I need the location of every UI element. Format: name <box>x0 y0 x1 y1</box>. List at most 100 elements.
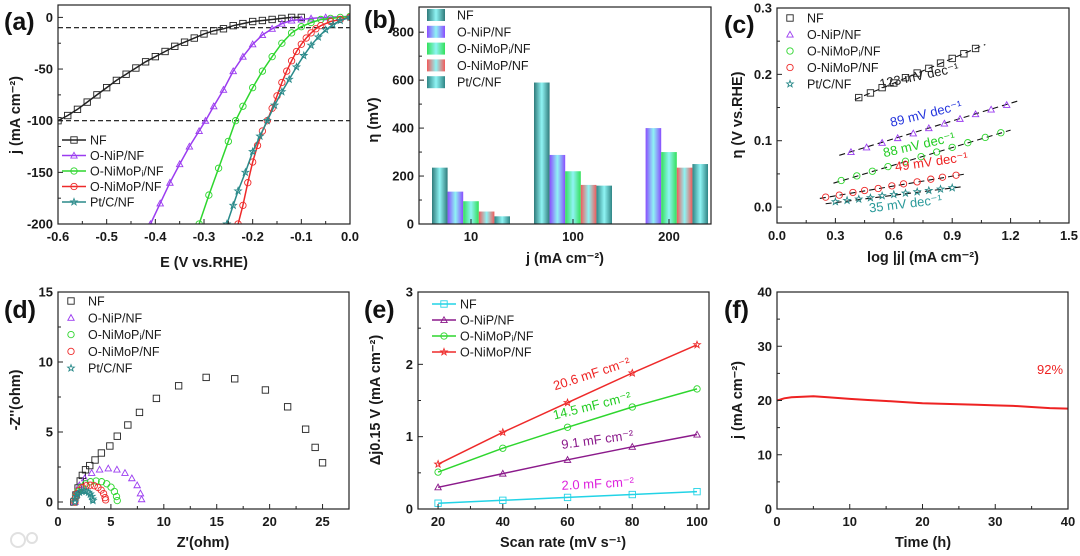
plot-frame <box>776 7 1070 224</box>
triangle-marker <box>133 481 142 489</box>
x-axis: 0.0 0.3 0.6 0.9 1.2 1.5 <box>768 218 1078 243</box>
circle-marker <box>563 423 572 431</box>
plot-area <box>58 12 350 224</box>
star-marker <box>69 197 79 206</box>
panel-a: -0.6 -0.5 -0.4 -0.3 -0.2 -0.1 0.0-200-150-100-… <box>4 4 359 271</box>
square-marker <box>261 386 270 394</box>
legend-label: O-NiMoP/NF <box>460 346 532 360</box>
triangle-marker <box>1002 100 1011 108</box>
legend-label: O-NiMoP/NF <box>90 180 162 194</box>
series-line <box>438 490 698 504</box>
watermark-logo <box>10 532 38 548</box>
triangle-marker <box>434 483 443 491</box>
star-marker <box>71 491 81 501</box>
plot-area <box>432 82 708 224</box>
annotations: 2.0 mF cm⁻²9.1 mF cm⁻²14.5 mF cm⁻²20.6 m… <box>551 354 635 493</box>
circle-marker <box>231 117 240 125</box>
x-tick-label: 5 <box>107 514 114 529</box>
circle-marker <box>110 487 119 496</box>
square-marker <box>311 443 319 452</box>
circle-marker <box>938 173 947 181</box>
capacitance-annotation: 2.0 mF cm⁻² <box>561 474 635 493</box>
plot-frame <box>776 291 1069 510</box>
circle-marker <box>90 482 98 490</box>
star-marker <box>284 74 294 84</box>
circle-marker <box>258 67 267 75</box>
circle-marker <box>79 483 87 492</box>
circle-marker <box>997 129 1005 137</box>
plot-frame <box>57 4 351 225</box>
legend-label: Pt/C/NF <box>88 362 133 376</box>
panel-c: 0.0 0.3 0.6 0.9 1.2 1.5 0.0 0.1 0.2 0.3 123 mV dec… <box>724 1 1078 267</box>
y-axis-title: η (mV) <box>366 97 382 142</box>
star-marker <box>277 87 287 96</box>
square-marker <box>112 76 121 85</box>
star-marker <box>262 115 272 125</box>
star-marker <box>222 219 232 224</box>
series-o-nimop-nf <box>434 385 701 476</box>
circle-marker <box>964 139 972 147</box>
circle-marker <box>195 220 203 224</box>
circle-marker <box>70 167 78 175</box>
plot-frame <box>57 291 350 510</box>
triangle-marker <box>307 14 316 22</box>
circle-marker <box>899 180 908 188</box>
x-tick-label: -0.6 <box>47 229 69 244</box>
circle-marker <box>952 171 960 179</box>
square-marker <box>83 98 91 106</box>
y-tick-label: 5 <box>46 425 53 440</box>
x-tick-label: 200 <box>658 229 680 244</box>
star-marker <box>79 486 89 495</box>
y-tick-label: 0.2 <box>754 67 772 82</box>
bar <box>645 128 662 224</box>
square-marker <box>231 375 239 383</box>
square-marker <box>151 53 159 61</box>
triangle-marker <box>940 119 949 127</box>
circle-marker <box>297 23 305 31</box>
triangle-marker <box>137 495 146 503</box>
star-marker <box>255 131 265 141</box>
legend-label: O-NiP/NF <box>88 311 143 325</box>
star-marker <box>335 15 345 25</box>
star-marker <box>88 495 98 505</box>
series-line <box>437 388 698 473</box>
legend: NF O-NiP/NF O-NiMoPᵢ/NF O-NiMoP/NF Pt/C/NF <box>785 12 881 92</box>
series-o-nip-nf <box>434 430 701 491</box>
series-o-nimop-nf <box>433 340 702 469</box>
star-marker <box>439 347 449 356</box>
star-marker <box>935 184 946 194</box>
triangle-marker <box>440 315 448 324</box>
star-marker <box>865 193 876 202</box>
panel-label: (f) <box>724 296 749 324</box>
star-marker <box>248 146 258 156</box>
plot-area <box>70 373 327 506</box>
circle-marker <box>884 162 892 171</box>
series-o-nimop-nf <box>819 171 966 201</box>
square-marker <box>297 13 305 22</box>
square-marker <box>563 493 572 502</box>
circle-marker <box>693 385 701 393</box>
series-line <box>58 16 302 122</box>
circle-marker <box>244 179 252 187</box>
y-tick-label: 30 <box>758 339 772 354</box>
circle-marker <box>297 40 305 48</box>
square-marker <box>499 496 507 504</box>
x-tick-label: 10 <box>843 514 857 529</box>
legend-swatch <box>427 42 445 55</box>
triangle-marker <box>893 133 902 142</box>
y-tick-label: 0.3 <box>754 1 772 16</box>
circle-marker <box>292 47 301 56</box>
x-tick-label: 0.0 <box>768 228 786 243</box>
y-tick-label: 0 <box>407 217 414 232</box>
circle-marker <box>927 175 935 183</box>
square-marker <box>249 17 257 26</box>
triangle-marker <box>121 468 129 476</box>
bar <box>463 201 479 224</box>
circle-marker <box>67 347 75 356</box>
x-tick-label: 30 <box>988 514 1002 529</box>
legend-swatch <box>427 59 445 72</box>
series-pt-c-nf <box>825 182 964 206</box>
y-tick-label: -200 <box>27 217 53 232</box>
x-axis-title: log |j| (mA cm⁻²) <box>867 250 979 266</box>
legend-label: O-NiP/NF <box>807 28 862 42</box>
